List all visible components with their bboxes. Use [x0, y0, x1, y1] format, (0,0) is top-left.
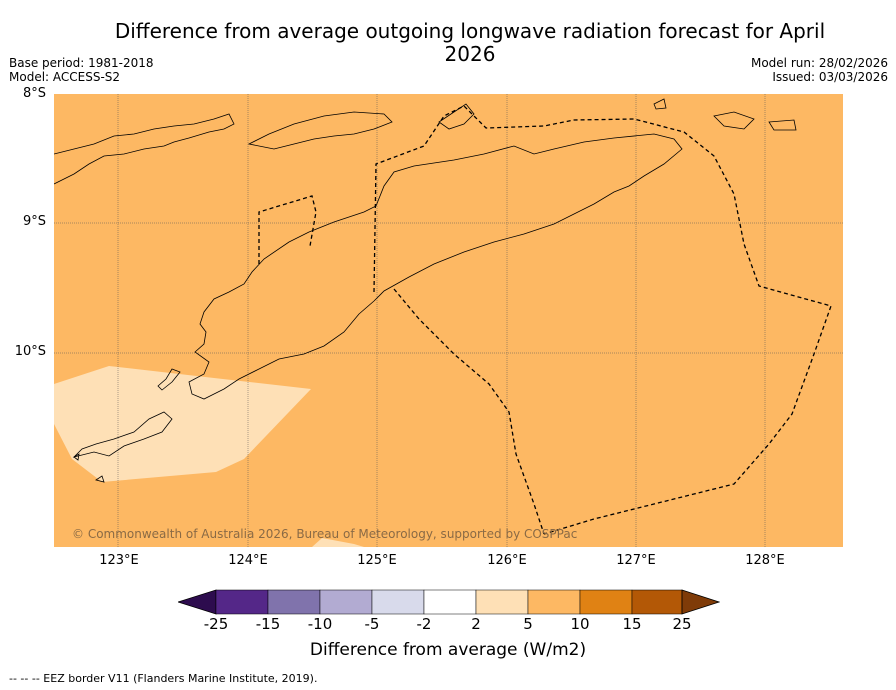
colorbar-tick-label: -2: [416, 615, 432, 633]
lat-label-10s: 10°S: [14, 344, 46, 359]
lon-label-123e: 123°E: [99, 553, 139, 568]
colorbar-tick-label: 2: [471, 615, 481, 633]
colorbar-bin-2: [267, 589, 321, 615]
flores-coast: [54, 113, 235, 185]
lon-label-125e: 125°E: [357, 553, 397, 568]
semau-coast: [157, 368, 181, 391]
islet-a: [95, 475, 105, 483]
light-anomaly-region-small: [312, 538, 364, 547]
model-run: Model run: 28/02/2026: [750, 56, 888, 70]
colorbar-max-arrow: [681, 589, 720, 615]
north-islet-2: [713, 111, 755, 130]
base-period: Base period: 1981-2018: [9, 56, 154, 70]
copyright-notice: © Commonwealth of Australia 2026, Bureau…: [72, 527, 578, 541]
colorbar-tick-label: -25: [203, 615, 229, 633]
model-name: Model: ACCESS-S2: [9, 70, 121, 84]
map-panel: [54, 94, 843, 547]
colorbar-tick-label: -10: [307, 615, 333, 633]
colorbar-bin-4: [371, 589, 425, 615]
north-islet-1: [653, 98, 667, 110]
lon-label-127e: 127°E: [616, 553, 656, 568]
colorbar: [178, 589, 720, 615]
colorbar-bin-3: [319, 589, 373, 615]
issued-date: Issued: 03/03/2026: [772, 70, 888, 84]
lon-label-128e: 128°E: [745, 553, 785, 568]
lat-label-8s: 8°S: [22, 86, 46, 101]
meta-left: Base period: 1981-2018 Model: ACCESS-S2: [9, 56, 154, 84]
coastlines: [54, 98, 797, 483]
eez-footnote: -- -- -- EEZ border V11 (Flanders Marine…: [9, 672, 318, 685]
north-islet-3: [768, 119, 797, 131]
colorbar-min-arrow: [178, 589, 217, 615]
colorbar-bin-8: [579, 589, 633, 615]
colorbar-tick-label: 25: [672, 615, 692, 633]
colorbar-tick-label: 15: [622, 615, 642, 633]
colorbar-bin-6: [475, 589, 529, 615]
wetar-coast: [438, 103, 475, 130]
graticule: [54, 94, 843, 547]
lat-label-9s: 9°S: [22, 214, 46, 229]
islet-b: [73, 453, 80, 461]
timor-coast: [188, 133, 683, 400]
colorbar-title: Difference from average (W/m2): [309, 640, 587, 660]
meta-right: Model run: 28/02/2026 Issued: 03/03/2026: [751, 56, 888, 84]
colorbar-bin-5: [423, 589, 477, 615]
colorbar-bin-9: [631, 589, 683, 615]
colorbar-bin-1: [215, 589, 269, 615]
alor-coast: [247, 111, 393, 150]
rote-coast: [72, 411, 173, 458]
eez-border: [258, 105, 832, 535]
colorbar-tick-label: -15: [255, 615, 281, 633]
lon-label-126e: 126°E: [487, 553, 527, 568]
lon-label-124e: 124°E: [228, 553, 268, 568]
colorbar-tick-label: 5: [523, 615, 533, 633]
map-background: [54, 94, 843, 547]
colorbar-bin-7: [527, 589, 581, 615]
map-title: Difference from average outgoing longwav…: [114, 19, 826, 66]
colorbar-tick-label: 10: [570, 615, 590, 633]
colorbar-tick-label: -5: [364, 615, 380, 633]
